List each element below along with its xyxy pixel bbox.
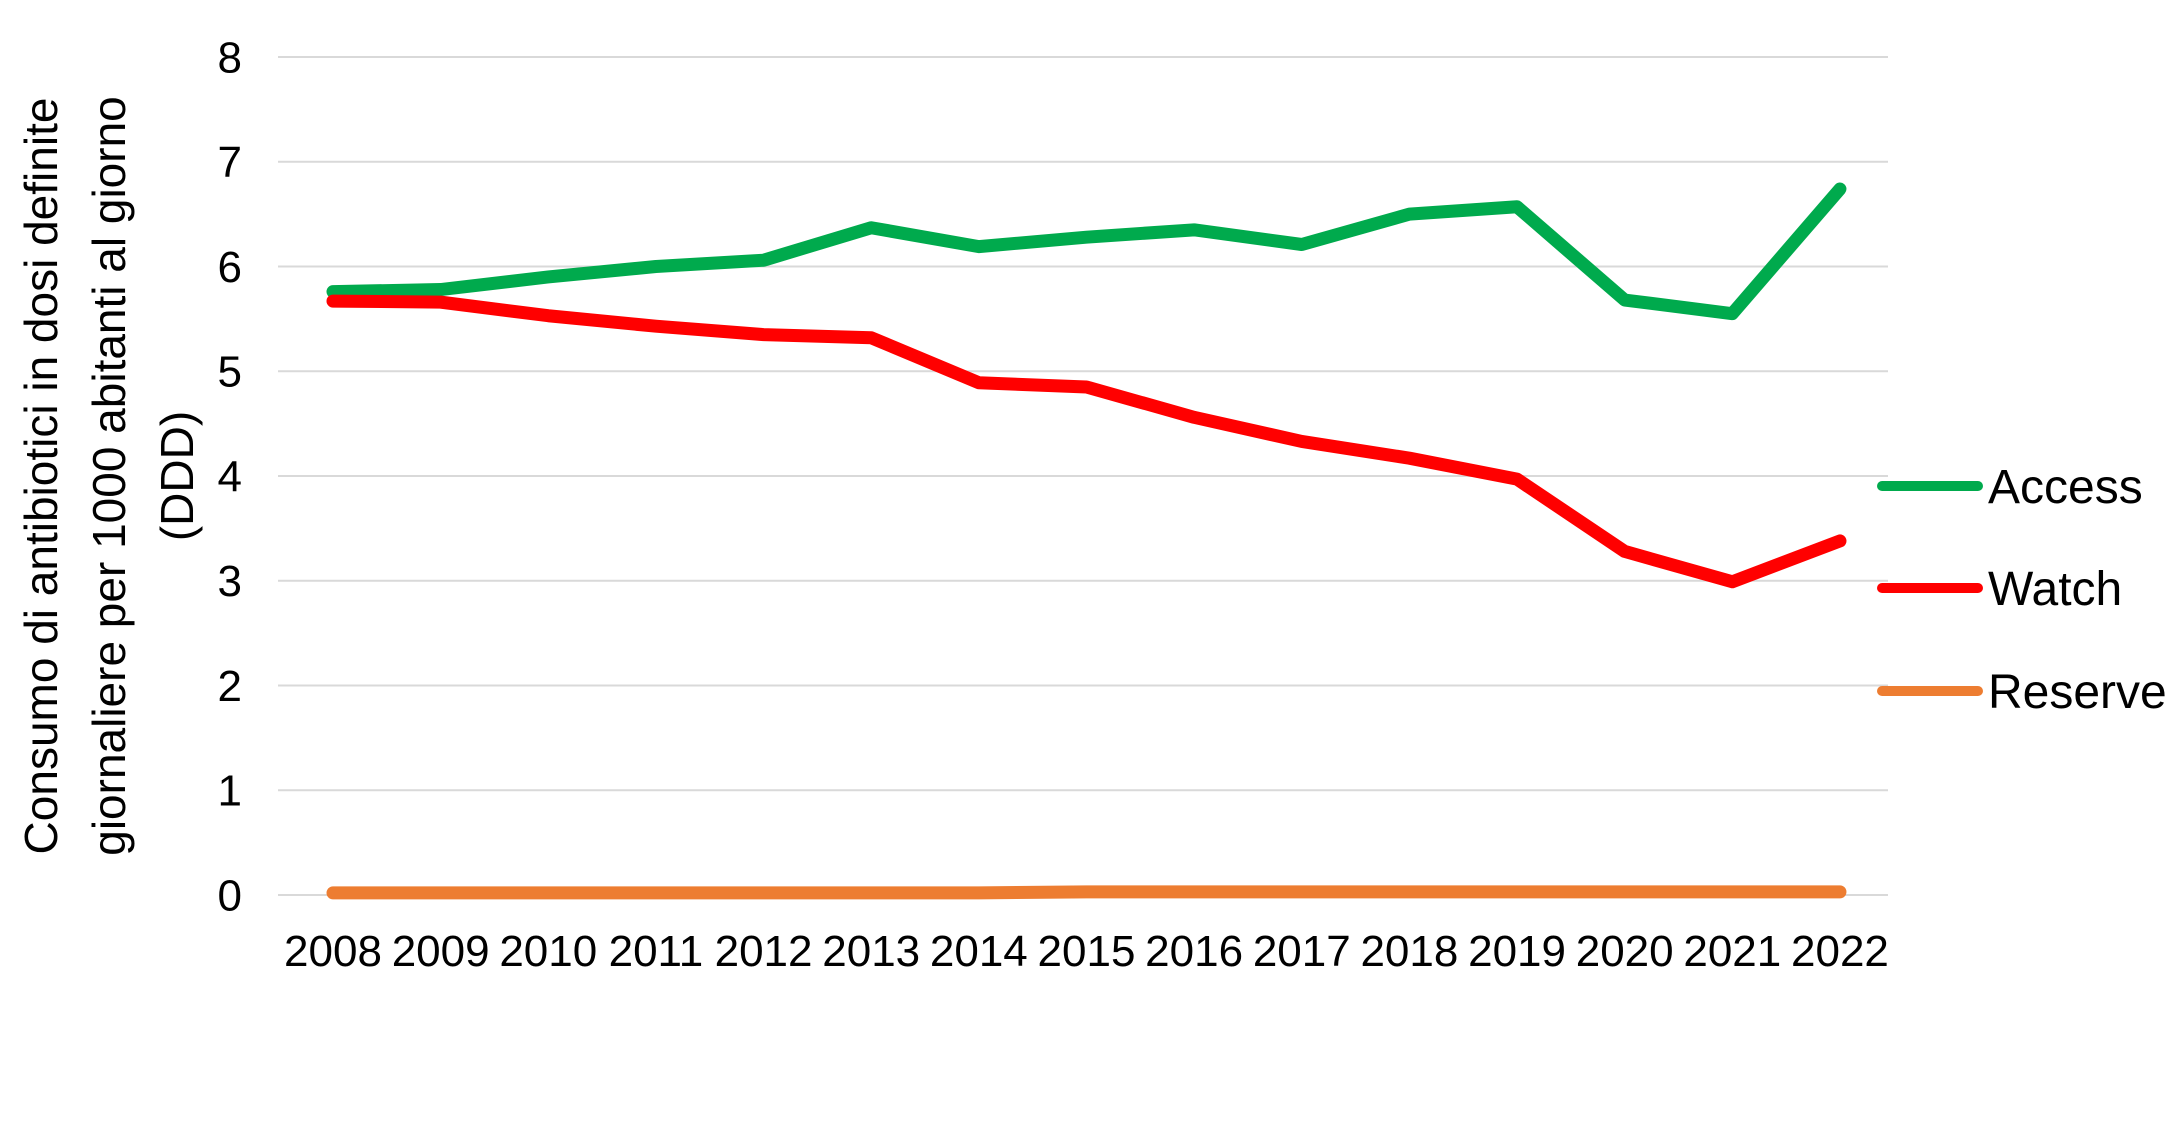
y-tick-label-4: 4 [218, 452, 242, 501]
x-tick-label-2008: 2008 [284, 927, 382, 976]
y-tick-label-6: 6 [218, 243, 242, 292]
x-tick-label-2017: 2017 [1253, 927, 1351, 976]
x-tick-label-2016: 2016 [1145, 927, 1243, 976]
y-tick-label-0: 0 [218, 871, 242, 920]
y-tick-label-3: 3 [218, 557, 242, 606]
x-tick-label-2015: 2015 [1038, 927, 1136, 976]
series-line-reserve [326, 885, 1847, 900]
series-line-access [326, 182, 1847, 321]
x-tick-label-2021: 2021 [1683, 927, 1781, 976]
x-axis-tick-labels: 2008 2009 2010 2011 2012 2013 2014 2015 2016 2017… [284, 927, 1889, 976]
series-line-watch [326, 294, 1847, 589]
y-axis-title-line-3: (DDD) [151, 411, 203, 541]
x-tick-label-2009: 2009 [392, 927, 490, 976]
y-tick-label-1: 1 [218, 767, 242, 816]
legend-label-watch: Watch [1988, 563, 2122, 616]
x-tick-label-2010: 2010 [499, 927, 597, 976]
y-tick-label-7: 7 [218, 138, 242, 187]
data-series-lines [326, 182, 1847, 900]
x-tick-label-2012: 2012 [715, 927, 813, 976]
legend-label-access: Access [1988, 461, 2143, 514]
x-tick-label-2020: 2020 [1576, 927, 1674, 976]
x-tick-label-2018: 2018 [1360, 927, 1458, 976]
x-tick-label-2011: 2011 [609, 927, 704, 976]
y-axis-title-line-1: Consumo di antibiotici in dosi definite [15, 98, 67, 855]
legend: Access Watch Reserve [1877, 461, 2167, 719]
legend-item-reserve: Reserve [1877, 666, 2167, 719]
x-tick-label-2019: 2019 [1468, 927, 1566, 976]
y-tick-label-5: 5 [218, 348, 242, 397]
legend-item-watch: Watch [1877, 563, 2122, 616]
y-axis-tick-labels: 0 1 2 3 4 5 6 7 8 [218, 33, 242, 920]
y-tick-label-8: 8 [218, 33, 242, 82]
legend-item-access: Access [1877, 461, 2143, 514]
y-axis-title-line-2: giornaliere per 1000 abitanti al giorno [83, 96, 135, 856]
legend-label-reserve: Reserve [1988, 666, 2167, 719]
x-tick-label-2022: 2022 [1791, 927, 1889, 976]
y-tick-label-2: 2 [218, 662, 242, 711]
y-axis-title: Consumo di antibiotici in dosi definite g… [15, 96, 203, 856]
x-tick-label-2014: 2014 [930, 927, 1028, 976]
gridlines [278, 56, 1888, 896]
x-tick-label-2013: 2013 [822, 927, 920, 976]
